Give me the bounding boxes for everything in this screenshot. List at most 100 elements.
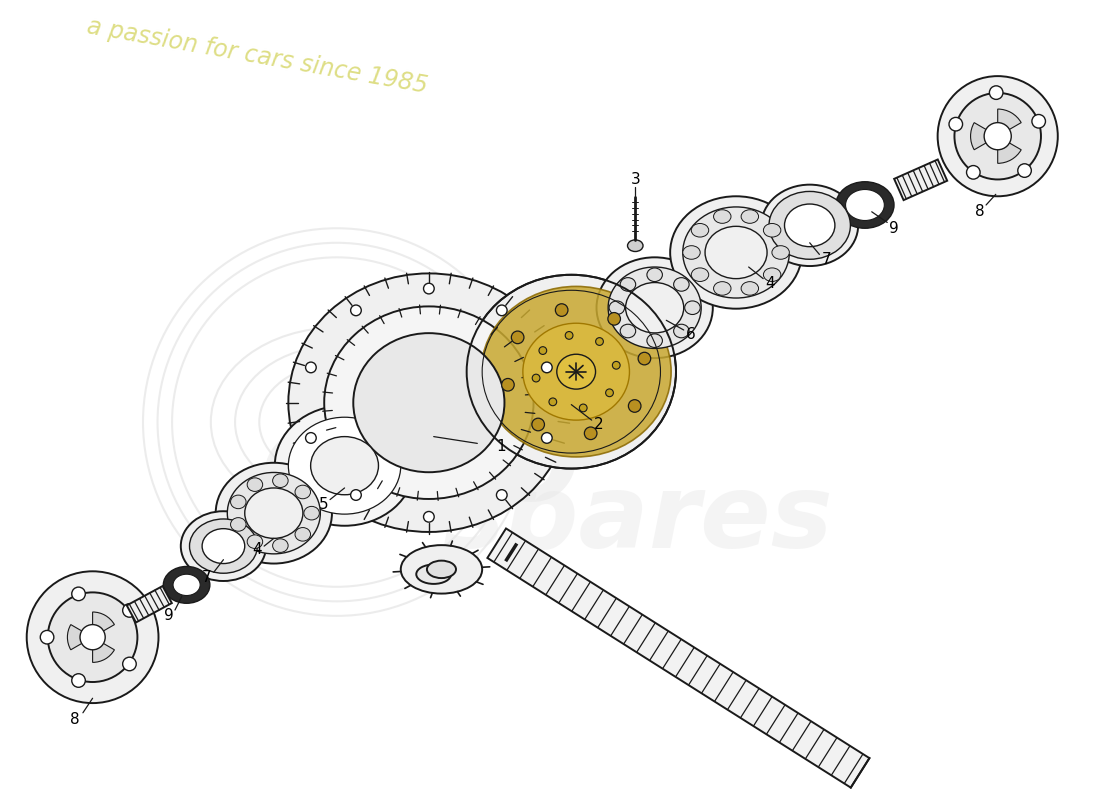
Ellipse shape xyxy=(608,267,701,349)
Ellipse shape xyxy=(310,437,378,494)
Ellipse shape xyxy=(683,207,790,298)
Circle shape xyxy=(351,305,361,316)
Ellipse shape xyxy=(647,268,662,282)
Text: 3: 3 xyxy=(630,172,640,187)
Ellipse shape xyxy=(683,246,701,259)
Circle shape xyxy=(80,625,106,650)
Text: 9: 9 xyxy=(889,221,899,236)
Circle shape xyxy=(628,400,641,412)
Wedge shape xyxy=(92,612,114,637)
Circle shape xyxy=(512,331,524,344)
Circle shape xyxy=(502,378,514,391)
Circle shape xyxy=(424,511,434,522)
Circle shape xyxy=(955,93,1041,179)
Circle shape xyxy=(549,398,557,406)
Ellipse shape xyxy=(295,485,310,498)
Ellipse shape xyxy=(173,574,200,595)
Wedge shape xyxy=(998,136,1021,163)
Text: spares: spares xyxy=(443,469,834,570)
Ellipse shape xyxy=(202,529,244,563)
Ellipse shape xyxy=(763,268,781,282)
Polygon shape xyxy=(126,586,172,622)
Ellipse shape xyxy=(705,226,767,278)
Ellipse shape xyxy=(714,282,732,295)
Text: 2: 2 xyxy=(594,417,603,431)
Ellipse shape xyxy=(673,278,689,291)
Circle shape xyxy=(1018,164,1032,178)
Circle shape xyxy=(984,122,1011,150)
Circle shape xyxy=(541,433,552,443)
Circle shape xyxy=(496,305,507,316)
Circle shape xyxy=(541,362,552,373)
Circle shape xyxy=(532,374,540,382)
Polygon shape xyxy=(487,529,869,788)
Circle shape xyxy=(613,362,620,369)
Circle shape xyxy=(565,331,573,339)
Ellipse shape xyxy=(353,333,505,472)
Ellipse shape xyxy=(741,210,759,223)
Ellipse shape xyxy=(189,519,257,574)
Circle shape xyxy=(47,592,138,682)
Text: 4: 4 xyxy=(253,542,262,558)
Ellipse shape xyxy=(627,240,644,251)
Ellipse shape xyxy=(216,462,332,563)
Circle shape xyxy=(584,427,597,439)
Ellipse shape xyxy=(784,204,835,246)
Ellipse shape xyxy=(180,511,266,581)
Text: 8: 8 xyxy=(70,712,80,727)
Text: 7: 7 xyxy=(822,252,830,266)
Ellipse shape xyxy=(761,185,858,266)
Ellipse shape xyxy=(400,545,482,594)
Circle shape xyxy=(556,304,568,316)
Circle shape xyxy=(580,404,587,412)
Circle shape xyxy=(72,674,86,687)
Circle shape xyxy=(72,587,86,601)
Ellipse shape xyxy=(684,301,701,314)
Ellipse shape xyxy=(324,306,534,499)
Ellipse shape xyxy=(228,473,320,554)
Ellipse shape xyxy=(248,478,263,491)
Ellipse shape xyxy=(231,518,246,531)
Ellipse shape xyxy=(163,566,210,603)
Ellipse shape xyxy=(741,282,759,295)
Text: 9: 9 xyxy=(164,608,174,623)
Ellipse shape xyxy=(670,196,802,309)
Ellipse shape xyxy=(647,334,662,347)
Ellipse shape xyxy=(522,323,629,420)
Circle shape xyxy=(1032,114,1045,128)
Wedge shape xyxy=(970,122,998,150)
Ellipse shape xyxy=(772,246,790,259)
Text: 5: 5 xyxy=(318,497,328,512)
Ellipse shape xyxy=(295,527,310,541)
Ellipse shape xyxy=(596,258,713,358)
Ellipse shape xyxy=(557,354,595,389)
Circle shape xyxy=(967,166,980,179)
Ellipse shape xyxy=(673,324,689,338)
Wedge shape xyxy=(998,109,1021,136)
Ellipse shape xyxy=(416,565,451,584)
Circle shape xyxy=(937,76,1058,196)
Circle shape xyxy=(41,630,54,644)
Circle shape xyxy=(26,571,158,703)
Ellipse shape xyxy=(427,561,456,578)
Ellipse shape xyxy=(769,191,850,259)
Circle shape xyxy=(306,433,316,443)
Ellipse shape xyxy=(836,182,894,228)
Text: 6: 6 xyxy=(685,327,695,342)
Ellipse shape xyxy=(288,274,570,532)
Circle shape xyxy=(123,657,136,670)
Ellipse shape xyxy=(626,282,684,333)
Ellipse shape xyxy=(466,274,676,469)
Ellipse shape xyxy=(231,495,246,509)
Ellipse shape xyxy=(609,301,625,314)
Circle shape xyxy=(608,313,620,325)
Circle shape xyxy=(306,362,316,373)
Circle shape xyxy=(532,418,544,431)
Ellipse shape xyxy=(248,535,263,549)
Ellipse shape xyxy=(288,418,400,514)
Circle shape xyxy=(949,118,962,131)
Circle shape xyxy=(351,490,361,500)
Text: 7: 7 xyxy=(202,570,212,585)
Circle shape xyxy=(595,338,604,346)
Ellipse shape xyxy=(620,324,636,338)
